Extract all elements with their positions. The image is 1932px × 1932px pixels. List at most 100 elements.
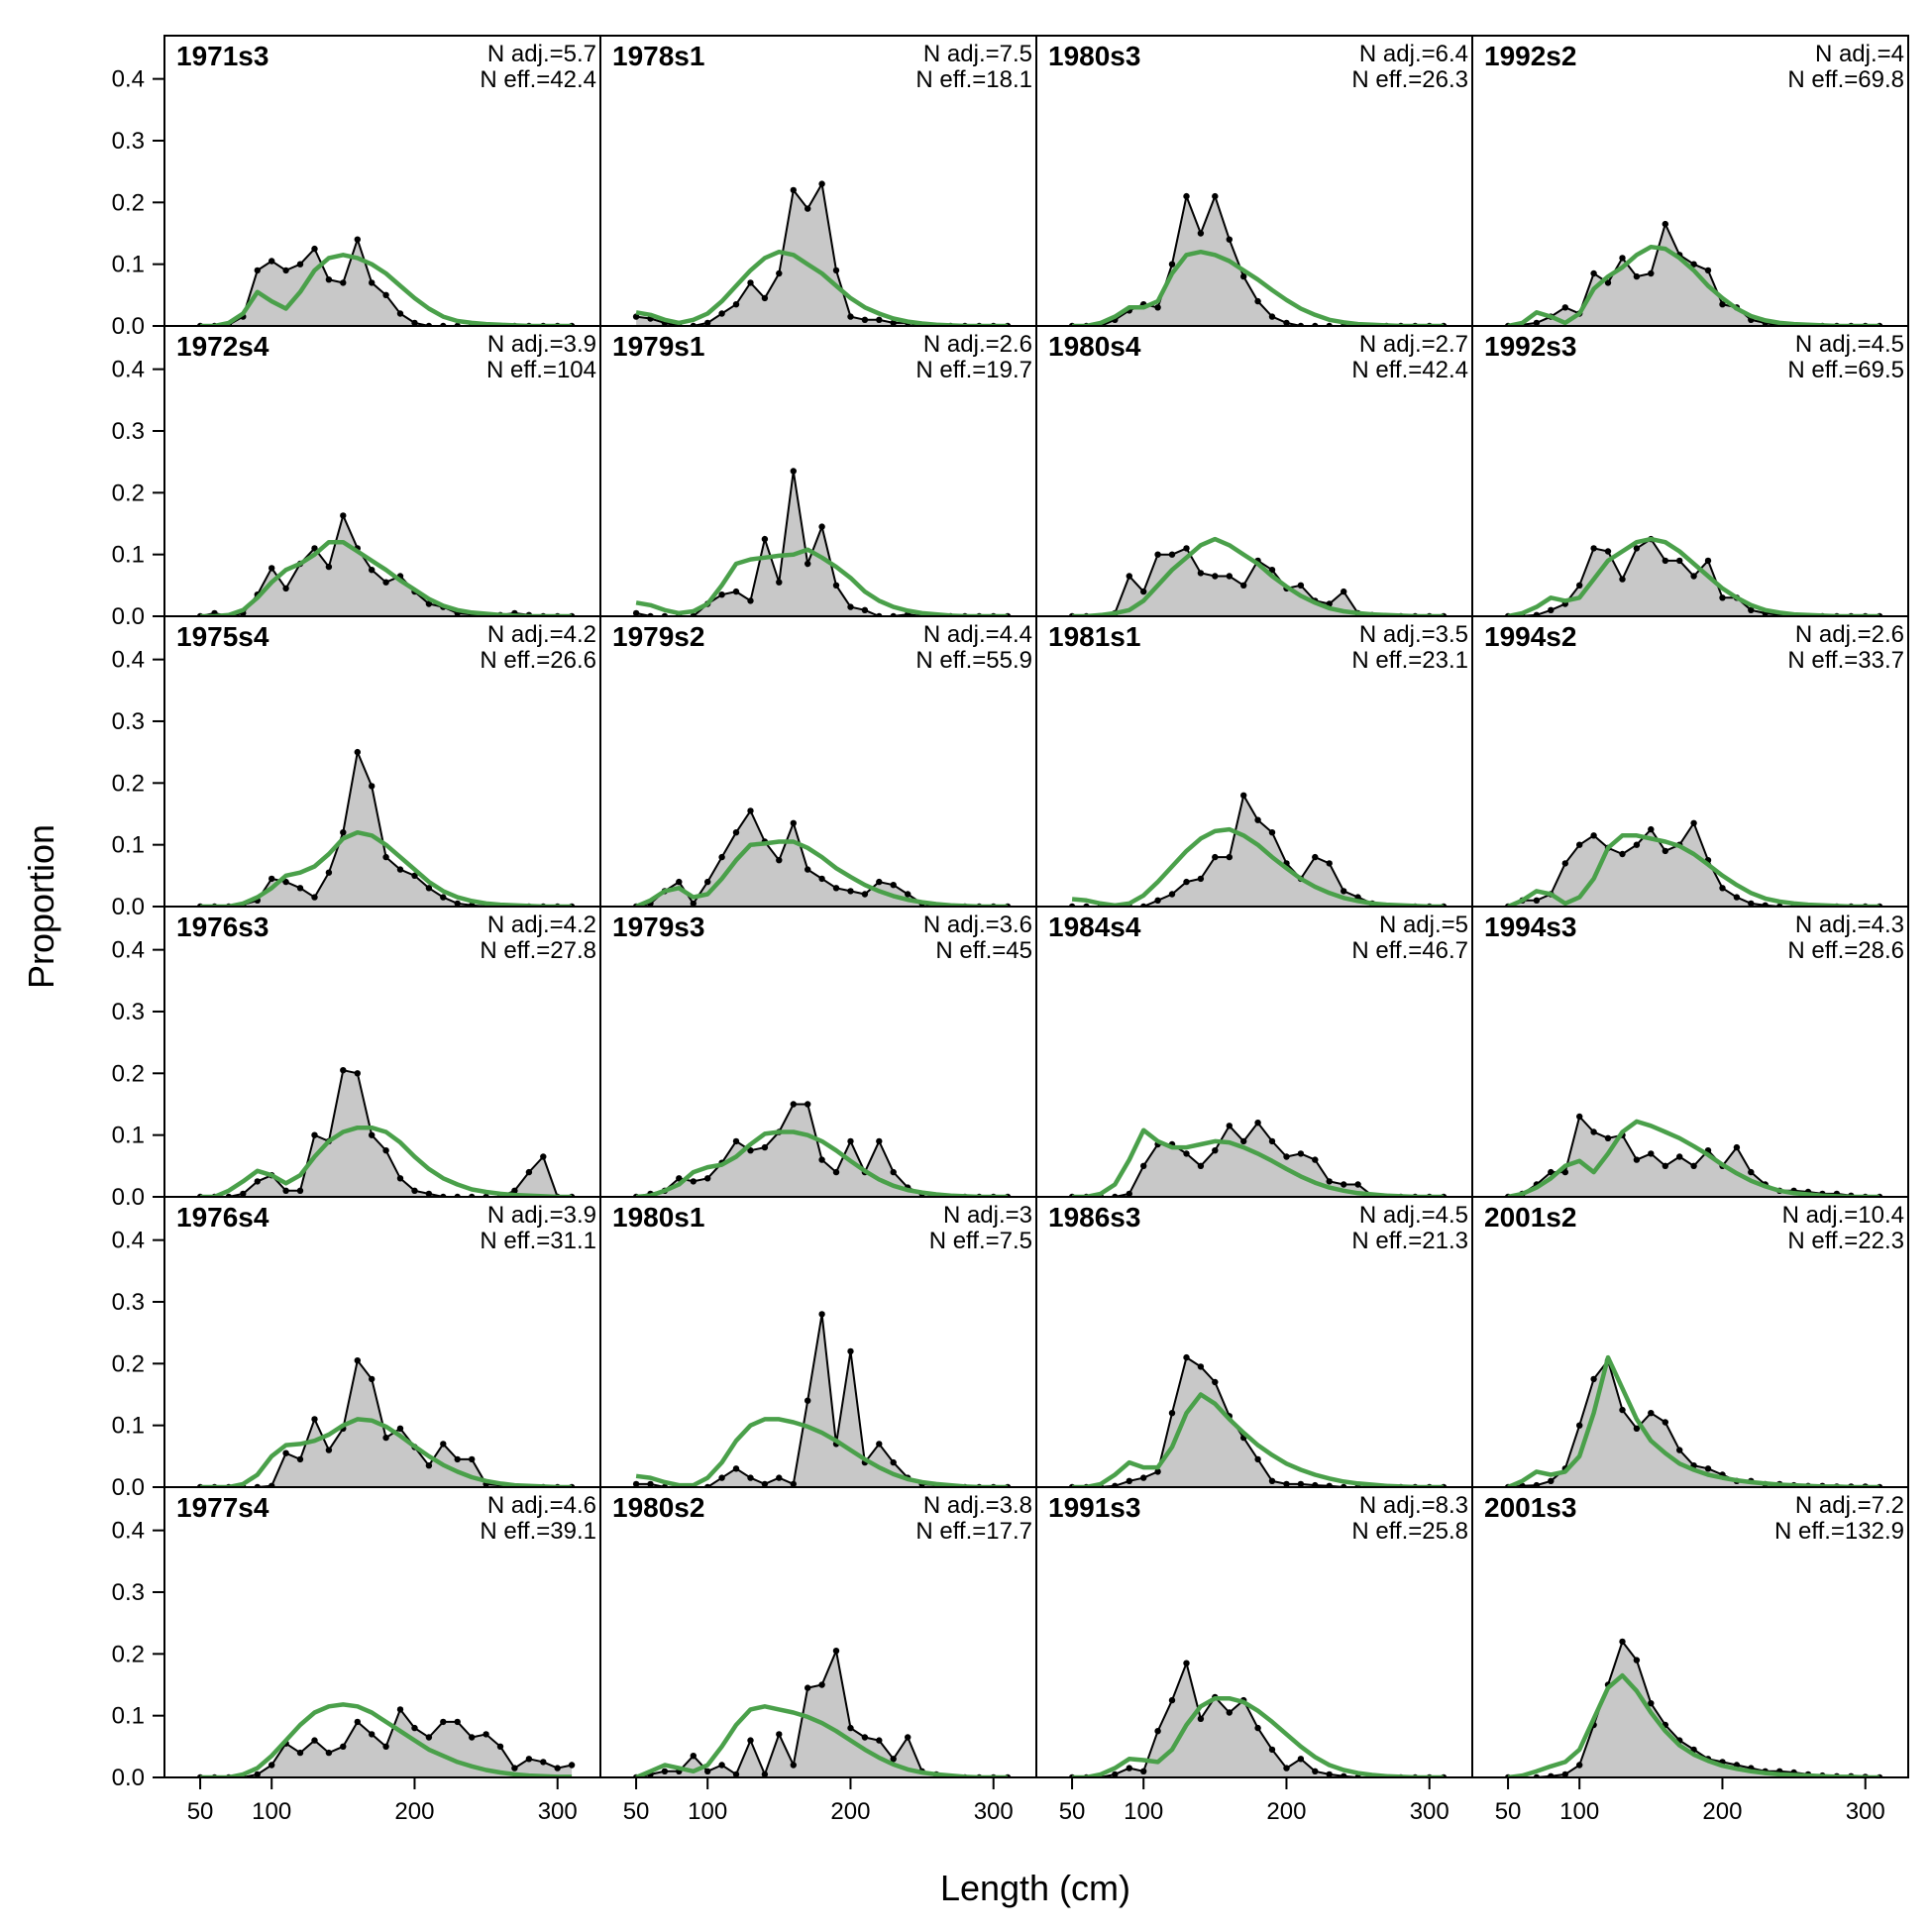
observed-point bbox=[296, 1749, 304, 1757]
panel-1972s4: 1972s4 N adj.=3.9N eff.=104 bbox=[163, 325, 601, 617]
observed-point bbox=[761, 1771, 769, 1777]
observed-point bbox=[354, 748, 361, 756]
n-eff-label: N eff.=42.4 bbox=[1351, 357, 1468, 383]
y-tick-label: 0.2 bbox=[112, 189, 145, 216]
observed-point bbox=[1168, 261, 1176, 268]
observed-point bbox=[676, 1175, 683, 1182]
observed-point bbox=[1283, 1153, 1290, 1160]
observed-point bbox=[1341, 888, 1347, 895]
observed-point bbox=[568, 1762, 576, 1769]
observed-point bbox=[1154, 1728, 1161, 1735]
n-adj-label: N adj.=4.2 bbox=[487, 912, 596, 938]
n-eff-label: N eff.=46.7 bbox=[1351, 937, 1468, 964]
observed-point bbox=[1604, 1134, 1612, 1142]
n-adj-label: N adj.=4.6 bbox=[487, 1492, 596, 1519]
observed-point bbox=[1212, 1378, 1219, 1386]
observed-point bbox=[1576, 1422, 1583, 1429]
observed-point bbox=[1619, 1638, 1626, 1646]
observed-point bbox=[732, 1771, 740, 1777]
observed-point bbox=[382, 853, 389, 861]
observed-point bbox=[296, 1455, 304, 1463]
observed-point bbox=[1283, 319, 1290, 326]
expected-line bbox=[635, 1417, 1009, 1487]
n-eff-label: N eff.=55.9 bbox=[915, 647, 1032, 674]
observed-point bbox=[761, 535, 769, 543]
n-adj-label: N adj.=3.8 bbox=[923, 1492, 1032, 1519]
panel-title: 1979s3 bbox=[612, 912, 704, 942]
axes-layer: 0.0 0.1 0.2 0.3 0.4 0.0 0.1 0.2 0.3 0.4 0.0 0.1 0.2 0… bbox=[112, 66, 1885, 1825]
y-tick-label: 0.0 bbox=[112, 1474, 145, 1501]
observed-point bbox=[296, 885, 304, 892]
observed-point bbox=[354, 1357, 361, 1364]
observed-point bbox=[311, 1737, 318, 1744]
observed-point bbox=[1561, 1771, 1568, 1777]
observed-point bbox=[1197, 230, 1205, 237]
observed-point bbox=[890, 319, 897, 326]
observed-point bbox=[1719, 301, 1726, 308]
observed-point bbox=[861, 606, 869, 613]
observed-point bbox=[325, 276, 333, 283]
x-tick-label: 50 bbox=[1495, 1798, 1522, 1825]
panel-title: 1976s3 bbox=[176, 912, 268, 942]
panel-plot-area bbox=[600, 1311, 1036, 1487]
observed-point bbox=[847, 1347, 854, 1355]
panel-title: 1976s4 bbox=[176, 1202, 269, 1233]
expected-line bbox=[1071, 826, 1445, 907]
observed-point bbox=[425, 885, 433, 892]
observed-point bbox=[425, 1734, 433, 1741]
observed-point bbox=[1619, 1406, 1626, 1414]
observed-point bbox=[396, 1706, 404, 1713]
observed-point bbox=[1576, 1113, 1583, 1121]
observed-point bbox=[732, 301, 740, 308]
y-tick-label: 0.4 bbox=[112, 647, 145, 674]
observed-point bbox=[1633, 1425, 1641, 1433]
panel-plot-area bbox=[1036, 536, 1472, 616]
observed-area bbox=[1072, 1663, 1445, 1777]
x-tick-label: 50 bbox=[1059, 1798, 1086, 1825]
observed-point bbox=[1226, 853, 1234, 861]
observed-point bbox=[1268, 1477, 1276, 1485]
y-tick-label: 0.4 bbox=[112, 357, 145, 383]
observed-point bbox=[282, 1449, 289, 1456]
panel-plot-area bbox=[164, 748, 600, 907]
panel-plot-area bbox=[600, 1101, 1036, 1197]
observed-point bbox=[1183, 1353, 1190, 1361]
observed-point bbox=[296, 261, 304, 268]
observed-point bbox=[847, 888, 854, 895]
observed-point bbox=[1676, 1153, 1683, 1160]
n-eff-label: N eff.=33.7 bbox=[1787, 647, 1904, 674]
observed-point bbox=[1633, 1156, 1641, 1163]
observed-area bbox=[636, 1104, 1009, 1197]
observed-point bbox=[747, 597, 754, 604]
panel-1976s4: 1976s4 N adj.=3.9N eff.=31.1 bbox=[163, 1196, 601, 1488]
observed-point bbox=[1648, 825, 1655, 833]
observed-point bbox=[847, 603, 854, 610]
y-tick-label: 0.0 bbox=[112, 1765, 145, 1791]
expected-line bbox=[635, 1129, 1009, 1197]
y-tick-label: 0.2 bbox=[112, 480, 145, 506]
observed-point bbox=[1590, 832, 1597, 839]
observed-point bbox=[1561, 1168, 1569, 1176]
observed-point bbox=[1590, 1128, 1597, 1135]
observed-area bbox=[200, 1070, 573, 1197]
observed-point bbox=[369, 279, 376, 286]
x-tick-label: 200 bbox=[394, 1798, 434, 1825]
observed-point bbox=[818, 523, 825, 530]
observed-point bbox=[340, 1067, 347, 1074]
observed-point bbox=[1226, 573, 1234, 580]
panel-title: 1994s3 bbox=[1484, 912, 1576, 942]
n-adj-label: N adj.=6.4 bbox=[1359, 41, 1468, 67]
x-tick-label: 300 bbox=[1846, 1798, 1885, 1825]
observed-point bbox=[1648, 1700, 1655, 1707]
x-tick-label: 200 bbox=[1702, 1798, 1742, 1825]
y-tick-label: 0.0 bbox=[112, 603, 145, 630]
expected-line bbox=[1507, 1119, 1880, 1197]
observed-point bbox=[776, 269, 783, 277]
panel-1975s4: 1975s4 N adj.=4.2N eff.=26.6 bbox=[163, 615, 601, 908]
observed-point bbox=[1719, 885, 1726, 892]
observed-point bbox=[818, 180, 825, 187]
observed-point bbox=[440, 1718, 447, 1726]
observed-point bbox=[747, 279, 754, 286]
panel-1981s1: 1981s1 N adj.=3.5N eff.=23.1 bbox=[1035, 615, 1473, 908]
observed-area bbox=[636, 183, 1009, 326]
